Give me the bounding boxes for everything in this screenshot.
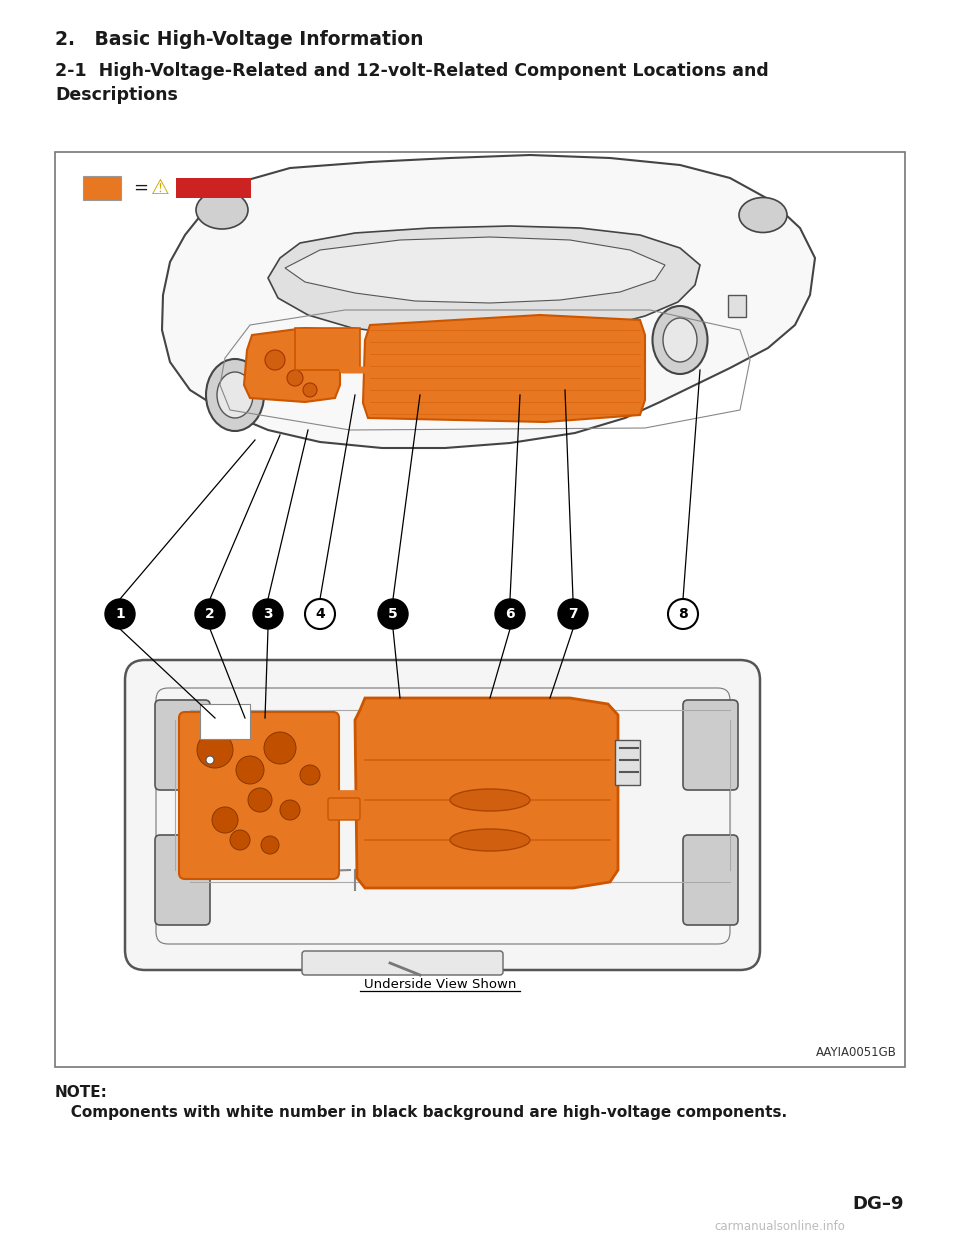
FancyBboxPatch shape	[328, 799, 360, 820]
Circle shape	[668, 599, 698, 628]
Ellipse shape	[653, 306, 708, 374]
Circle shape	[236, 756, 264, 784]
Bar	[200, 704, 250, 739]
Bar	[295, 328, 360, 370]
Circle shape	[197, 732, 233, 768]
Text: 7: 7	[568, 607, 578, 621]
Ellipse shape	[217, 373, 253, 419]
Circle shape	[558, 599, 588, 628]
Polygon shape	[162, 155, 815, 448]
Text: NOTE:: NOTE:	[55, 1086, 108, 1100]
Bar	[176, 178, 251, 197]
Polygon shape	[268, 226, 700, 337]
Ellipse shape	[196, 191, 248, 229]
Text: ⚠: ⚠	[181, 181, 192, 195]
Text: ⚠: ⚠	[151, 178, 170, 197]
Text: Components with white number in black background are high-voltage components.: Components with white number in black ba…	[55, 1105, 787, 1120]
Text: 2.   Basic High-Voltage Information: 2. Basic High-Voltage Information	[55, 30, 423, 48]
Circle shape	[253, 599, 283, 628]
FancyBboxPatch shape	[179, 712, 339, 879]
Circle shape	[206, 756, 214, 764]
Ellipse shape	[450, 828, 530, 851]
Text: 1: 1	[115, 607, 125, 621]
Text: 5: 5	[388, 607, 397, 621]
Polygon shape	[285, 237, 665, 303]
Circle shape	[195, 599, 225, 628]
Text: DG–9: DG–9	[852, 1195, 903, 1213]
Text: 2-1  High-Voltage-Related and 12-volt-Related Component Locations and: 2-1 High-Voltage-Related and 12-volt-Rel…	[55, 62, 769, 79]
Bar	[615, 740, 640, 785]
FancyBboxPatch shape	[125, 660, 760, 970]
FancyBboxPatch shape	[155, 700, 210, 790]
Text: Descriptions: Descriptions	[55, 86, 178, 104]
Text: 4: 4	[315, 607, 324, 621]
Polygon shape	[244, 328, 340, 402]
Circle shape	[303, 383, 317, 397]
Circle shape	[280, 800, 300, 820]
Circle shape	[305, 599, 335, 628]
Text: 3: 3	[263, 607, 273, 621]
Text: carmanualsonline.info: carmanualsonline.info	[714, 1220, 846, 1233]
Circle shape	[230, 830, 250, 850]
Text: Underside View Shown: Underside View Shown	[364, 977, 516, 991]
FancyBboxPatch shape	[155, 835, 210, 925]
Circle shape	[212, 807, 238, 833]
Ellipse shape	[450, 789, 530, 811]
Circle shape	[264, 732, 296, 764]
Ellipse shape	[663, 318, 697, 361]
Circle shape	[248, 787, 272, 812]
Circle shape	[495, 599, 525, 628]
Bar	[728, 296, 746, 317]
Text: 8: 8	[678, 607, 688, 621]
Bar	[83, 176, 121, 200]
Text: =: =	[133, 179, 148, 197]
Text: DANGER: DANGER	[195, 183, 248, 193]
Circle shape	[306, 351, 324, 369]
Circle shape	[300, 765, 320, 785]
Text: 2: 2	[205, 607, 215, 621]
Circle shape	[261, 836, 279, 854]
Ellipse shape	[206, 359, 264, 431]
FancyBboxPatch shape	[683, 835, 738, 925]
Polygon shape	[363, 315, 645, 422]
Ellipse shape	[739, 197, 787, 232]
Circle shape	[105, 599, 135, 628]
Circle shape	[265, 350, 285, 370]
FancyBboxPatch shape	[302, 951, 503, 975]
Text: 6: 6	[505, 607, 515, 621]
Text: AAYIA0051GB: AAYIA0051GB	[816, 1046, 897, 1059]
Circle shape	[287, 370, 303, 386]
Bar	[55, 152, 905, 1067]
Polygon shape	[355, 698, 618, 888]
Circle shape	[378, 599, 408, 628]
FancyBboxPatch shape	[683, 700, 738, 790]
